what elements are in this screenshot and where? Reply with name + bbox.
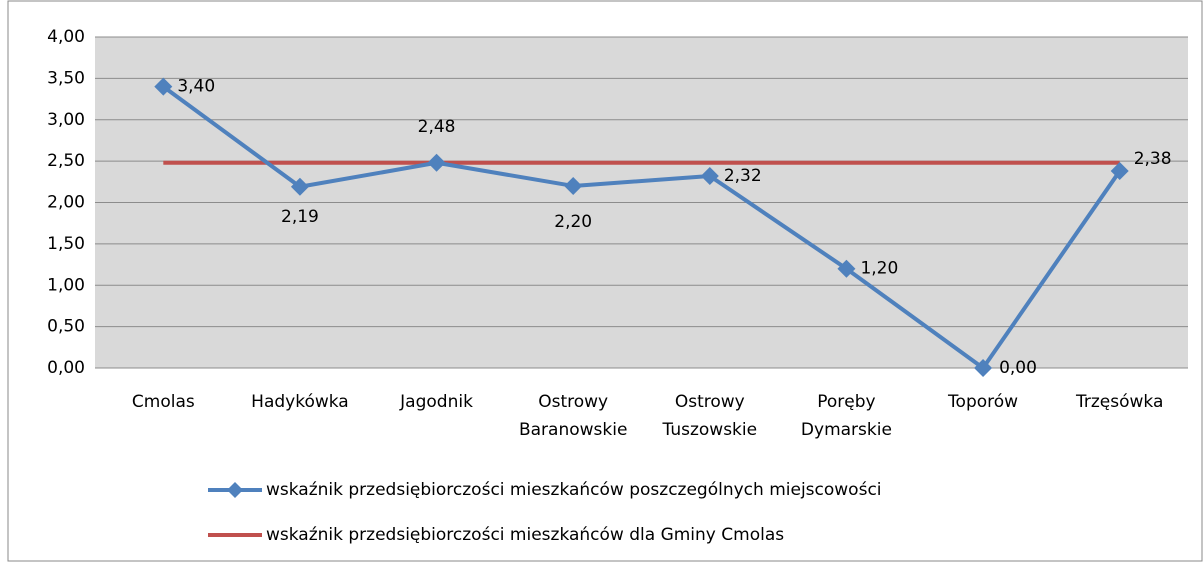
data-label: 2,48 (418, 117, 456, 137)
y-tick-label: 1,50 (47, 234, 85, 254)
legend-marker (227, 482, 243, 498)
data-label: 2,20 (554, 212, 592, 232)
data-point (1110, 162, 1129, 181)
data-point (837, 259, 856, 278)
x-tick-label: Jagodnik (399, 392, 473, 412)
data-label: 2,19 (281, 207, 319, 227)
x-tick-label: Ostrowy Baranowskie (519, 392, 627, 440)
x-tick-label: Cmolas (132, 392, 195, 412)
x-tick-label: Toporów (947, 392, 1018, 412)
series-line (162, 85, 1122, 370)
x-tick-label: Hadykówka (251, 392, 349, 412)
data-point (290, 177, 309, 196)
y-tick-label: 0,50 (47, 317, 85, 337)
y-tick-label: 2,00 (47, 193, 85, 213)
x-tick-label: Trzęsówka (1075, 392, 1163, 412)
data-label: 0,00 (999, 358, 1037, 378)
y-tick-label: 3,50 (47, 68, 85, 88)
x-tick-label: Ostrowy Tuszowskie (662, 392, 758, 440)
data-label: 2,32 (724, 166, 762, 186)
y-tick-label: 4,00 (47, 27, 85, 47)
data-label: 3,40 (177, 77, 215, 97)
data-point (974, 359, 993, 377)
y-tick-label: 1,00 (47, 275, 85, 295)
data-point (427, 153, 446, 172)
y-tick-label: 3,00 (47, 110, 85, 130)
legend-label: wskaźnik przedsiębiorczości mieszkańców … (266, 480, 882, 500)
y-tick-label: 0,00 (47, 358, 85, 378)
y-tick-label: 2,50 (47, 151, 85, 171)
data-point (700, 167, 719, 186)
data-point (154, 77, 173, 96)
legend-label: wskaźnik przedsiębiorczości mieszkańców … (266, 525, 784, 545)
data-label: 1,20 (860, 259, 898, 279)
data-point (564, 176, 583, 195)
x-tick-label: Poręby Dymarskie (801, 392, 892, 440)
data-label: 2,38 (1134, 149, 1172, 169)
